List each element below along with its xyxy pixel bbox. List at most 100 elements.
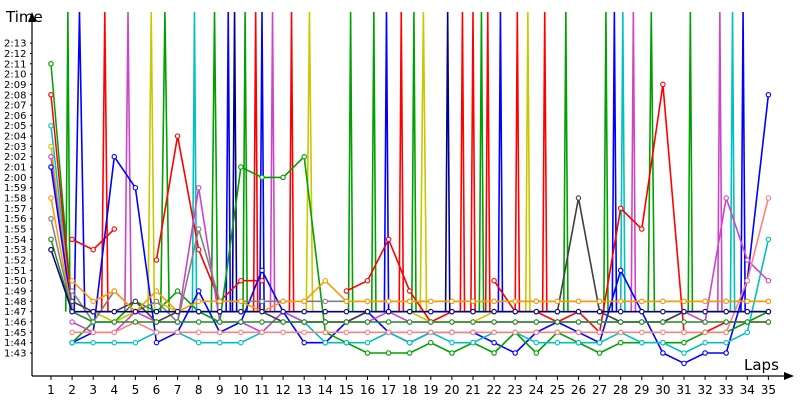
series-point (428, 339, 434, 346)
series-spike (383, 11, 390, 312)
series-point (280, 174, 286, 181)
y-tick-label: 2:03 (4, 142, 26, 153)
series-point (554, 339, 561, 346)
series-point (69, 236, 75, 243)
series-point (617, 308, 624, 315)
series-point (660, 308, 666, 315)
series-point (238, 339, 244, 346)
series-point (681, 360, 687, 367)
y-tick-label: 1:45 (4, 328, 26, 339)
series-point (48, 122, 54, 129)
series-point (660, 339, 666, 346)
series-point (554, 298, 561, 305)
series-point (48, 143, 54, 150)
series-point (617, 267, 624, 274)
x-tick-label: 20 (444, 383, 459, 397)
series-spike (541, 11, 548, 312)
series-spike (64, 11, 71, 312)
x-tick-label: 12 (275, 383, 290, 397)
series-point (343, 298, 350, 305)
x-tick-label: 4 (110, 383, 118, 397)
series-point (512, 329, 518, 336)
series-spike (210, 11, 219, 312)
series-point (512, 319, 518, 325)
series-point (153, 288, 160, 294)
y-tick-label: 1:55 (4, 225, 26, 236)
series-point (111, 339, 118, 346)
series-line (72, 197, 770, 334)
series-point (723, 329, 729, 336)
series-spike (370, 11, 377, 312)
series-point (449, 308, 455, 315)
series-start-segment (50, 197, 73, 312)
x-tick-label: 3 (89, 383, 97, 397)
series-point (575, 319, 582, 325)
series-spike (419, 11, 428, 312)
series-spike (159, 11, 170, 312)
series-point (111, 308, 118, 315)
series-spike (619, 11, 626, 312)
y-tick-label: 1:52 (4, 256, 26, 267)
series-point (470, 339, 476, 346)
series-point (639, 329, 645, 336)
y-tick-label: 2:01 (4, 163, 26, 174)
series-point (343, 288, 350, 294)
x-tick-label: 26 (571, 383, 586, 397)
series-point (132, 319, 139, 325)
series-spike (729, 11, 736, 312)
y-tick-label: 1:44 (4, 338, 26, 349)
series-start-segment (50, 166, 73, 312)
series-point (322, 319, 329, 325)
series-point (428, 329, 434, 336)
series-point (575, 195, 582, 201)
series-point (153, 329, 160, 336)
x-tick-label: 34 (740, 383, 755, 397)
series-point (322, 277, 329, 284)
series-point (470, 329, 476, 336)
series-point (702, 319, 708, 325)
y-tick-label: 1:49 (4, 287, 26, 298)
y-tick-label: 2:05 (4, 121, 26, 132)
series-point (301, 298, 307, 305)
y-tick-label: 2:11 (4, 59, 26, 70)
series-point (575, 339, 582, 346)
series-point (322, 329, 329, 336)
series-point (491, 308, 497, 315)
series-point (343, 329, 350, 336)
series-point (217, 298, 223, 305)
series-point (702, 350, 708, 356)
series-point (660, 350, 666, 356)
series-point (48, 236, 54, 243)
series-point (596, 339, 603, 346)
series-point (491, 277, 497, 284)
x-tick-label: 28 (613, 383, 628, 397)
series-spike (497, 11, 504, 312)
x-tick-label: 27 (592, 383, 607, 397)
series-point (259, 174, 265, 181)
x-tick-label: 19 (423, 383, 438, 397)
series-point (48, 91, 54, 98)
series-point (449, 319, 455, 325)
series-point (195, 288, 202, 294)
series-point (596, 319, 603, 325)
series-point (681, 298, 687, 305)
series-spike (603, 11, 609, 312)
series-spike (411, 11, 417, 312)
series-point (765, 298, 772, 305)
series-start-segment (50, 218, 73, 312)
series-point (259, 267, 265, 274)
series-point (681, 329, 687, 336)
series-point (364, 298, 371, 305)
series-point (90, 319, 96, 325)
series-point (491, 339, 497, 346)
series-spike (611, 11, 618, 312)
series-spike (514, 11, 521, 312)
series-point (195, 329, 202, 336)
series-point (744, 308, 751, 315)
x-tick-label: 22 (486, 383, 501, 397)
series-point (449, 329, 455, 336)
series-point (554, 308, 561, 315)
series-point (111, 288, 118, 294)
series-spike (459, 11, 466, 312)
series-point (491, 319, 497, 325)
